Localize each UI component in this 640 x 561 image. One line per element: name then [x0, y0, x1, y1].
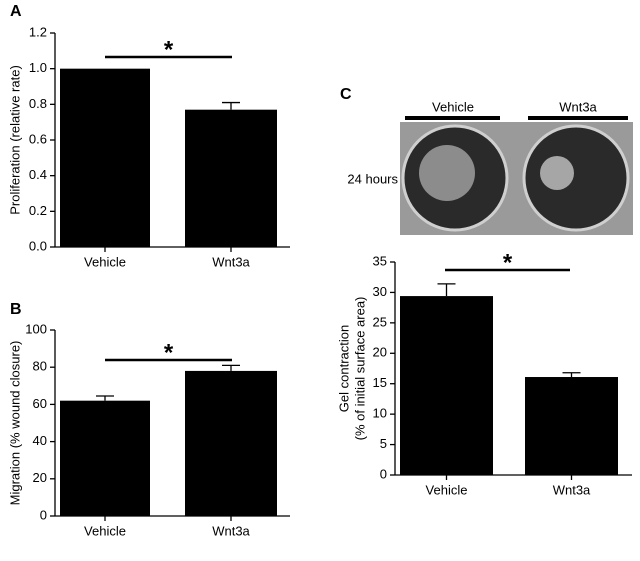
- y-tick-label: 5: [380, 436, 387, 451]
- y-axis-title: Migration (% wound closure): [7, 341, 22, 506]
- bar: [60, 400, 150, 516]
- x-tick-label: Vehicle: [84, 254, 126, 269]
- y-tick-label: 100: [25, 321, 47, 336]
- y-tick-label: 1.2: [29, 24, 47, 39]
- photo: [400, 116, 633, 235]
- y-tick-label: 20: [373, 345, 387, 360]
- bar: [185, 370, 277, 516]
- panel-label: C: [340, 86, 352, 103]
- image-label: Vehicle: [432, 99, 474, 114]
- y-tick-label: 30: [373, 284, 387, 299]
- significance-mark: *: [164, 339, 174, 366]
- y-tick-label: 0.2: [29, 203, 47, 218]
- y-axis-title: Gel contraction: [336, 325, 351, 412]
- bar: [400, 296, 493, 475]
- y-tick-label: 0.0: [29, 238, 47, 253]
- y-axis-title: (% of initial surface area): [352, 297, 367, 441]
- x-tick-label: Vehicle: [426, 482, 468, 497]
- y-tick-label: 15: [373, 375, 387, 390]
- bar: [60, 68, 150, 248]
- y-tick-label: 20: [33, 470, 47, 485]
- bar: [185, 109, 277, 247]
- y-tick-label: 0.4: [29, 167, 47, 182]
- panel-label: A: [10, 3, 22, 20]
- y-tick-label: 1.0: [29, 60, 47, 75]
- y-tick-label: 0: [380, 466, 387, 481]
- image-caption: 24 hours: [347, 171, 398, 186]
- y-tick-label: 0: [40, 507, 47, 522]
- significance-mark: *: [164, 36, 174, 63]
- y-tick-label: 10: [373, 406, 387, 421]
- panel-label: B: [10, 301, 22, 318]
- y-axis-title: Proliferation (relative rate): [7, 65, 22, 215]
- y-tick-label: 40: [33, 433, 47, 448]
- y-tick-label: 25: [373, 314, 387, 329]
- y-tick-label: 0.6: [29, 131, 47, 146]
- bar: [525, 377, 618, 475]
- significance-mark: *: [503, 249, 513, 276]
- x-tick-label: Wnt3a: [553, 482, 591, 497]
- y-tick-label: 80: [33, 359, 47, 374]
- x-tick-label: Vehicle: [84, 523, 126, 538]
- y-tick-label: 60: [33, 396, 47, 411]
- y-tick-label: 0.8: [29, 96, 47, 111]
- y-tick-label: 35: [373, 253, 387, 268]
- x-tick-label: Wnt3a: [212, 523, 250, 538]
- image-label: Wnt3a: [559, 99, 597, 114]
- x-tick-label: Wnt3a: [212, 254, 250, 269]
